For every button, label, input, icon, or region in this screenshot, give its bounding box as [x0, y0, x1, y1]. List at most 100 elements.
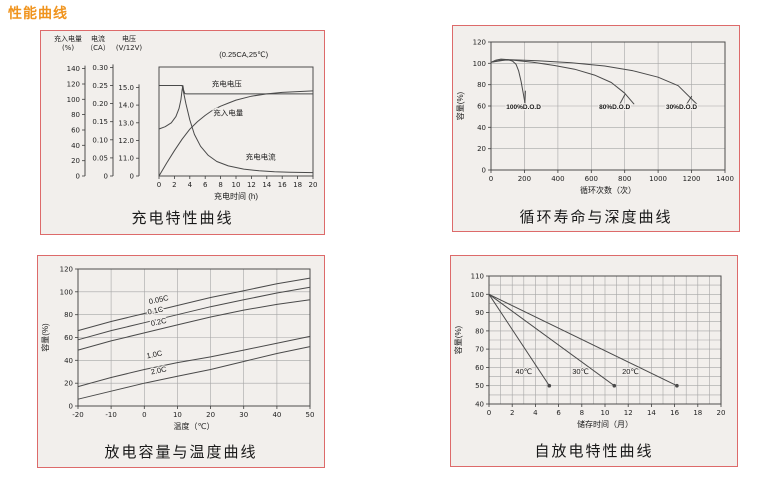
y-tick-label: 40 — [475, 401, 484, 409]
y-tick-label: 0 — [69, 403, 73, 411]
x-tick-label: 12 — [247, 181, 256, 189]
panel-charge-characteristics: 0 2 4 6 8 10 12 14 16 18 20 充电时间 (h) 140 120 100 80 60 40… — [40, 30, 325, 235]
curve-label: 100%D.O.D — [506, 104, 541, 111]
y-tick-label: 70 — [475, 346, 484, 354]
series-30%D.O.D — [490, 59, 698, 105]
y-tick-label: 0 — [482, 167, 486, 175]
x-axis-title: 充电时间 (h) — [214, 191, 258, 201]
curve-label: 80%D.O.D — [599, 104, 630, 111]
y-tick-label: 90 — [475, 309, 484, 317]
x-tick-label: 10 — [601, 409, 610, 417]
y-tick-label: 60 — [475, 364, 484, 372]
y-tick-label: 120 — [67, 81, 80, 89]
x-tick-label: 8 — [218, 181, 222, 189]
series-end-dot — [612, 383, 617, 388]
page-title: 性能曲线 — [8, 5, 68, 21]
series-100%D.O.D — [490, 58, 526, 106]
y-tick-label: 0 — [76, 173, 80, 181]
x-tick-label: 20 — [309, 181, 318, 189]
series-充入电量 — [158, 90, 314, 177]
cycle-chart-caption: 循环寿命与深度曲线 — [519, 210, 673, 226]
temperature-chart-caption: 放电容量与温度曲线 — [104, 445, 258, 461]
y-axis-title: 容量(%) — [453, 325, 463, 354]
x-tick-label: 800 — [618, 175, 631, 183]
y-tick-label: 12.0 — [118, 137, 134, 145]
x-axis-title: 储存时间（月） — [577, 419, 633, 429]
y-tick-label: 80 — [64, 311, 73, 319]
y-axis-header: 充入电量 — [54, 34, 82, 43]
y-tick-label: 0 — [130, 173, 134, 181]
x-tick-label: 0 — [489, 175, 493, 183]
series-end-dot — [675, 383, 679, 388]
label-leader — [524, 90, 526, 106]
x-tick-label: 18 — [693, 409, 702, 417]
x-tick-label: 20 — [206, 411, 215, 419]
x-tick-label: 16 — [670, 409, 679, 417]
x-axis-title: 温度（℃） — [174, 421, 215, 431]
label-leader — [685, 95, 693, 106]
discharge-temperature-chart: -20 -10 0 10 20 30 40 50 温度（℃） 120 100 80 60 40 20 0 容量(… — [40, 266, 314, 432]
y-axis-header: （CA） — [86, 44, 110, 52]
charge-chart-caption: 充电特性曲线 — [131, 211, 234, 227]
series-end-dot — [547, 383, 552, 388]
y-tick-label: 0.20 — [92, 100, 108, 108]
x-tick-label: 4 — [188, 181, 193, 189]
x-tick-label: 8 — [580, 409, 584, 417]
series-0.1C — [77, 286, 311, 341]
y-tick-label: 80 — [477, 81, 486, 89]
x-tick-label: 0 — [142, 411, 146, 419]
x-tick-label: 2 — [510, 409, 514, 417]
x-tick-label: 12 — [624, 409, 633, 417]
x-tick-label: 30 — [239, 411, 248, 419]
x-tick-label: 2 — [172, 181, 176, 189]
y-axis-header: 电压 — [122, 34, 136, 43]
series-0.2C — [77, 299, 311, 351]
y-axis-header: 电流 — [91, 34, 105, 43]
x-tick-label: 600 — [585, 175, 598, 183]
y-tick-label: 60 — [477, 103, 486, 111]
y-tick-label: 100 — [60, 288, 73, 296]
y-axis-title: 容量(%) — [40, 323, 50, 352]
x-tick-label: -20 — [72, 411, 83, 419]
x-tick-label: 10 — [173, 411, 182, 419]
y-tick-label: 14.0 — [118, 102, 134, 110]
x-tick-label: 0 — [157, 181, 161, 189]
y-tick-label: 110 — [471, 273, 484, 281]
y-tick-label: 60 — [64, 334, 73, 342]
y-tick-label: 60 — [71, 127, 80, 135]
y-tick-label: 0.10 — [92, 136, 108, 144]
y-axis-header: (V/12V) — [116, 44, 143, 52]
y-tick-label: 140 — [67, 65, 80, 73]
y-tick-label: 80 — [475, 327, 484, 335]
x-tick-label: 14 — [262, 181, 271, 189]
self-discharge-chart: 0 2 4 6 8 10 12 14 16 18 20 储存时间（月） 110 100 90 80 70 60 50… — [453, 273, 725, 430]
y-tick-label: 100 — [471, 291, 484, 299]
x-tick-label: 6 — [556, 409, 561, 417]
y-tick-label: 100 — [473, 60, 486, 68]
curve-label: 1.0C — [146, 348, 164, 360]
y-tick-label: 0.05 — [92, 154, 108, 162]
panel-discharge-temperature: -20 -10 0 10 20 30 40 50 温度（℃） 120 100 80 60 40 20 0 容量(… — [37, 255, 325, 468]
y-tick-label: 40 — [477, 124, 486, 132]
curve-label: 充电电流 — [246, 151, 276, 161]
y-tick-label: 20 — [71, 157, 80, 165]
y-tick-label: 40 — [64, 357, 73, 365]
x-tick-label: 4 — [533, 409, 538, 417]
y-tick-label: 13.0 — [118, 119, 134, 127]
y-tick-label: 120 — [60, 266, 73, 274]
y-tick-label: 11.0 — [118, 155, 134, 163]
y-tick-label: 0 — [104, 173, 108, 181]
y-tick-label: 20 — [477, 145, 486, 153]
y-tick-label: 80 — [71, 111, 80, 119]
x-axis-title: 循环次数（次） — [580, 185, 636, 195]
y-axis-header: (%) — [62, 44, 74, 52]
x-tick-label: 14 — [647, 409, 656, 417]
series-1.0C — [77, 335, 311, 388]
curve-label: 20℃ — [622, 367, 639, 376]
series-80%D.O.D — [490, 59, 635, 105]
y-tick-label: 100 — [67, 96, 80, 104]
self-discharge-chart-caption: 自放电特性曲线 — [534, 443, 654, 460]
series-20℃ — [488, 293, 678, 387]
chart-annotation: (0.25CA,25℃) — [219, 50, 268, 59]
y-tick-label: 50 — [475, 382, 484, 390]
